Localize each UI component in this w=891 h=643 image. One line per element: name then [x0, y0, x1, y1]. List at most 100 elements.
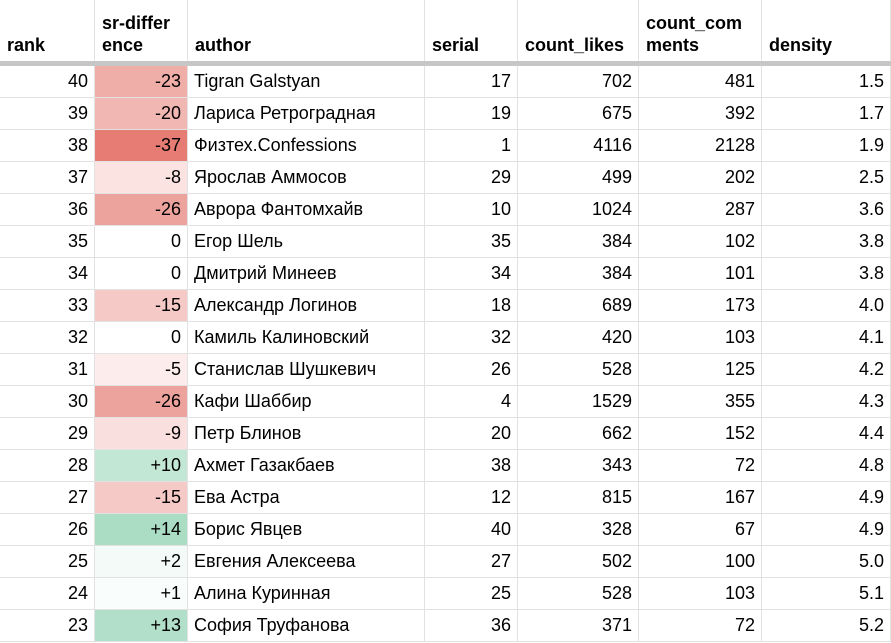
cell-count-likes[interactable]: 662: [518, 418, 639, 449]
cell-count-likes[interactable]: 328: [518, 514, 639, 545]
cell-count-likes[interactable]: 1529: [518, 386, 639, 417]
cell-count-comments[interactable]: 103: [639, 322, 762, 353]
column-header-rank[interactable]: rank: [0, 0, 95, 61]
cell-count-comments[interactable]: 173: [639, 290, 762, 321]
cell-serial[interactable]: 40: [425, 514, 518, 545]
cell-rank[interactable]: 33: [0, 290, 95, 321]
frozen-row-divider[interactable]: [0, 61, 891, 66]
cell-count-comments[interactable]: 100: [639, 546, 762, 577]
cell-author[interactable]: Аврора Фантомхайв: [188, 194, 425, 225]
cell-author[interactable]: Камиль Калиновский: [188, 322, 425, 353]
cell-serial[interactable]: 19: [425, 98, 518, 129]
cell-sr-difference[interactable]: -37: [95, 130, 188, 161]
cell-density[interactable]: 4.9: [762, 514, 891, 545]
cell-sr-difference[interactable]: -5: [95, 354, 188, 385]
cell-density[interactable]: 1.5: [762, 66, 891, 97]
cell-count-comments[interactable]: 392: [639, 98, 762, 129]
column-header-count-likes[interactable]: count_likes: [518, 0, 639, 61]
cell-count-likes[interactable]: 528: [518, 578, 639, 609]
cell-count-likes[interactable]: 815: [518, 482, 639, 513]
cell-rank[interactable]: 37: [0, 162, 95, 193]
cell-serial[interactable]: 26: [425, 354, 518, 385]
cell-count-likes[interactable]: 1024: [518, 194, 639, 225]
cell-count-comments[interactable]: 72: [639, 610, 762, 641]
cell-rank[interactable]: 36: [0, 194, 95, 225]
cell-sr-difference[interactable]: -20: [95, 98, 188, 129]
cell-sr-difference[interactable]: +2: [95, 546, 188, 577]
cell-density[interactable]: 1.7: [762, 98, 891, 129]
column-header-density[interactable]: density: [762, 0, 891, 61]
cell-sr-difference[interactable]: -15: [95, 482, 188, 513]
cell-count-likes[interactable]: 528: [518, 354, 639, 385]
cell-sr-difference[interactable]: 0: [95, 322, 188, 353]
cell-sr-difference[interactable]: -26: [95, 386, 188, 417]
cell-count-comments[interactable]: 287: [639, 194, 762, 225]
cell-rank[interactable]: 38: [0, 130, 95, 161]
cell-author[interactable]: Борис Явцев: [188, 514, 425, 545]
cell-rank[interactable]: 24: [0, 578, 95, 609]
column-header-count-comments[interactable]: count_com ments: [639, 0, 762, 61]
cell-density[interactable]: 4.1: [762, 322, 891, 353]
column-header-serial[interactable]: serial: [425, 0, 518, 61]
cell-serial[interactable]: 18: [425, 290, 518, 321]
cell-author[interactable]: Егор Шель: [188, 226, 425, 257]
cell-rank[interactable]: 26: [0, 514, 95, 545]
cell-serial[interactable]: 20: [425, 418, 518, 449]
cell-serial[interactable]: 29: [425, 162, 518, 193]
cell-count-likes[interactable]: 675: [518, 98, 639, 129]
cell-serial[interactable]: 17: [425, 66, 518, 97]
cell-sr-difference[interactable]: 0: [95, 226, 188, 257]
cell-count-likes[interactable]: 689: [518, 290, 639, 321]
cell-author[interactable]: София Труфанова: [188, 610, 425, 641]
cell-density[interactable]: 2.5: [762, 162, 891, 193]
cell-rank[interactable]: 39: [0, 98, 95, 129]
cell-count-comments[interactable]: 152: [639, 418, 762, 449]
cell-sr-difference[interactable]: -23: [95, 66, 188, 97]
cell-author[interactable]: Алина Куринная: [188, 578, 425, 609]
cell-serial[interactable]: 25: [425, 578, 518, 609]
cell-density[interactable]: 3.8: [762, 226, 891, 257]
cell-count-comments[interactable]: 103: [639, 578, 762, 609]
cell-serial[interactable]: 12: [425, 482, 518, 513]
cell-sr-difference[interactable]: +13: [95, 610, 188, 641]
cell-density[interactable]: 3.6: [762, 194, 891, 225]
cell-serial[interactable]: 35: [425, 226, 518, 257]
column-header-sr-difference[interactable]: sr-differ ence: [95, 0, 188, 61]
cell-sr-difference[interactable]: -9: [95, 418, 188, 449]
cell-density[interactable]: 1.9: [762, 130, 891, 161]
column-header-author[interactable]: author: [188, 0, 425, 61]
cell-rank[interactable]: 32: [0, 322, 95, 353]
cell-count-comments[interactable]: 2128: [639, 130, 762, 161]
cell-serial[interactable]: 1: [425, 130, 518, 161]
cell-density[interactable]: 5.0: [762, 546, 891, 577]
cell-sr-difference[interactable]: -15: [95, 290, 188, 321]
cell-rank[interactable]: 31: [0, 354, 95, 385]
cell-serial[interactable]: 38: [425, 450, 518, 481]
cell-density[interactable]: 5.1: [762, 578, 891, 609]
cell-count-comments[interactable]: 355: [639, 386, 762, 417]
cell-density[interactable]: 4.9: [762, 482, 891, 513]
cell-density[interactable]: 4.3: [762, 386, 891, 417]
cell-count-comments[interactable]: 125: [639, 354, 762, 385]
cell-count-likes[interactable]: 343: [518, 450, 639, 481]
cell-density[interactable]: 5.2: [762, 610, 891, 641]
cell-serial[interactable]: 4: [425, 386, 518, 417]
cell-author[interactable]: Кафи Шаббир: [188, 386, 425, 417]
cell-rank[interactable]: 27: [0, 482, 95, 513]
cell-rank[interactable]: 40: [0, 66, 95, 97]
cell-sr-difference[interactable]: 0: [95, 258, 188, 289]
cell-serial[interactable]: 10: [425, 194, 518, 225]
cell-serial[interactable]: 34: [425, 258, 518, 289]
cell-author[interactable]: Александр Логинов: [188, 290, 425, 321]
cell-author[interactable]: Евгения Алексеева: [188, 546, 425, 577]
cell-count-likes[interactable]: 384: [518, 258, 639, 289]
cell-rank[interactable]: 23: [0, 610, 95, 641]
cell-count-likes[interactable]: 499: [518, 162, 639, 193]
cell-count-comments[interactable]: 72: [639, 450, 762, 481]
cell-density[interactable]: 3.8: [762, 258, 891, 289]
cell-count-likes[interactable]: 371: [518, 610, 639, 641]
cell-count-comments[interactable]: 481: [639, 66, 762, 97]
cell-author[interactable]: Петр Блинов: [188, 418, 425, 449]
cell-rank[interactable]: 30: [0, 386, 95, 417]
cell-author[interactable]: Ева Астра: [188, 482, 425, 513]
